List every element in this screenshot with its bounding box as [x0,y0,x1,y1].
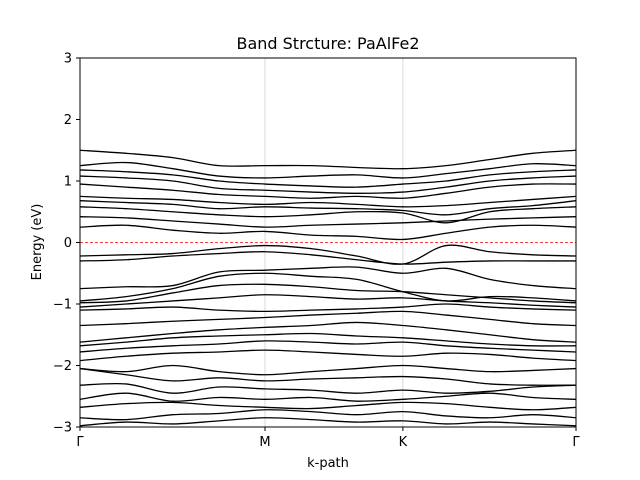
y-tick-label: −1 [53,298,72,313]
band-line-18 [80,251,576,265]
band-line-26 [80,175,576,194]
band-line-22 [80,206,576,224]
band-line-29 [80,149,576,170]
y-tick-label: 2 [64,113,72,128]
band-line-8 [80,349,576,362]
band-line-12 [80,310,576,327]
band-line-11 [80,321,576,343]
band-line-10 [80,332,576,347]
band-line-6 [80,367,576,386]
band-line-2 [80,409,576,421]
y-tick-label: −2 [53,359,72,374]
x-tick-label-0: Γ [76,435,84,450]
bands-group [80,149,576,427]
y-tick-label: 3 [64,52,72,67]
band-line-13 [80,303,576,313]
band-line-25 [80,183,576,199]
band-line-14 [80,294,576,308]
band-line-4 [80,392,576,402]
x-tick-label-1: M [259,435,270,450]
band-line-9 [80,340,576,353]
y-tick-label: 1 [64,175,72,190]
band-line-16 [80,272,576,302]
band-line-28 [80,161,576,179]
band-line-19 [80,244,576,265]
band-line-23 [80,200,576,216]
band-line-5 [80,382,576,394]
band-line-3 [80,401,576,411]
y-tick-label: 0 [64,236,72,251]
band-line-21 [80,216,576,228]
band-line-24 [80,195,576,208]
x-tick-label-2: K [399,435,408,450]
ticks-group: −3 −2 −1 0 1 2 3 Γ M K Γ [53,52,581,451]
band-line-1 [80,417,576,427]
chart-title: Band Strcture: PaAlFe2 [236,34,419,53]
x-axis-label: k-path [307,456,349,471]
y-tick-label: −3 [53,421,72,436]
x-tick-label-3: Γ [572,435,580,450]
band-line-27 [80,169,576,188]
y-axis-label: Energy (eV) [30,204,45,281]
band-line-7 [80,364,576,376]
band-line-20 [80,224,576,241]
band-line-17 [80,266,576,290]
band-line-15 [80,283,576,304]
